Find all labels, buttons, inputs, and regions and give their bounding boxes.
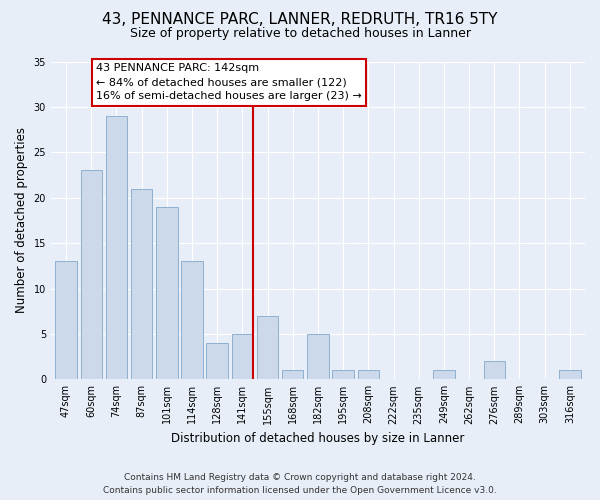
- X-axis label: Distribution of detached houses by size in Lanner: Distribution of detached houses by size …: [171, 432, 464, 445]
- Bar: [106, 116, 127, 380]
- Bar: [131, 188, 152, 380]
- Bar: [358, 370, 379, 380]
- Bar: [559, 370, 581, 380]
- Bar: [433, 370, 455, 380]
- Bar: [257, 316, 278, 380]
- Bar: [332, 370, 354, 380]
- Y-axis label: Number of detached properties: Number of detached properties: [15, 128, 28, 314]
- Bar: [206, 343, 228, 380]
- Bar: [80, 170, 102, 380]
- Bar: [156, 207, 178, 380]
- Text: Contains HM Land Registry data © Crown copyright and database right 2024.
Contai: Contains HM Land Registry data © Crown c…: [103, 473, 497, 495]
- Text: 43, PENNANCE PARC, LANNER, REDRUTH, TR16 5TY: 43, PENNANCE PARC, LANNER, REDRUTH, TR16…: [102, 12, 498, 28]
- Bar: [282, 370, 304, 380]
- Bar: [232, 334, 253, 380]
- Bar: [307, 334, 329, 380]
- Text: Size of property relative to detached houses in Lanner: Size of property relative to detached ho…: [130, 28, 470, 40]
- Bar: [181, 262, 203, 380]
- Bar: [484, 361, 505, 380]
- Bar: [55, 262, 77, 380]
- Text: 43 PENNANCE PARC: 142sqm
← 84% of detached houses are smaller (122)
16% of semi-: 43 PENNANCE PARC: 142sqm ← 84% of detach…: [96, 64, 362, 102]
